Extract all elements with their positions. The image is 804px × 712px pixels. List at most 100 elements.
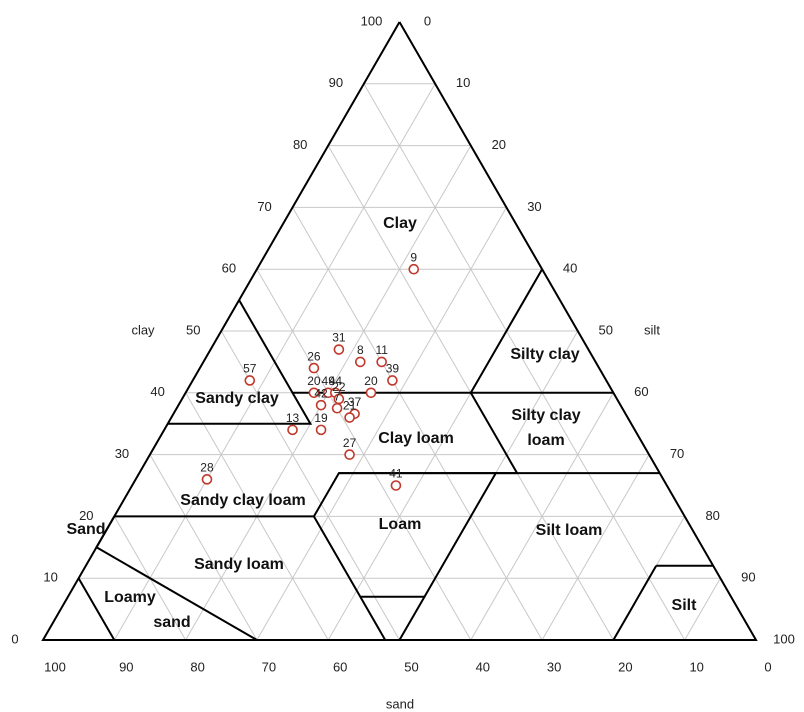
grid-line xyxy=(363,83,686,641)
clay-tick-label: 50 xyxy=(186,322,200,337)
region-label: sand xyxy=(153,614,190,631)
sand-tick-label: 40 xyxy=(476,659,490,674)
point-label: 39 xyxy=(386,362,400,376)
clay-tick-label: 90 xyxy=(329,75,343,90)
region-label: Clay loam xyxy=(378,430,454,447)
sand-tick-label: 70 xyxy=(262,659,276,674)
point-label: 31 xyxy=(332,331,346,345)
point-label: 13 xyxy=(286,411,300,425)
sample-point xyxy=(201,474,213,485)
point-label: 22 xyxy=(332,380,346,394)
clay-tick-label: 80 xyxy=(293,137,307,152)
region-label: Silt xyxy=(672,597,698,614)
point-label: 26 xyxy=(307,349,321,363)
clay-tick-label: 10 xyxy=(43,570,57,585)
sample-point xyxy=(331,402,343,414)
grid-line xyxy=(292,207,543,641)
class-boundary xyxy=(398,596,426,641)
clay-tick-label: 0 xyxy=(11,631,18,646)
silt-tick-label: 40 xyxy=(563,261,577,276)
sample-point xyxy=(287,424,298,436)
sample-point xyxy=(244,375,256,386)
region-label: Silt loam xyxy=(536,522,603,539)
class-boundary xyxy=(95,515,258,641)
region-label: loam xyxy=(527,432,564,449)
point-label: 8 xyxy=(357,343,364,357)
sample-point xyxy=(344,412,355,423)
clay-tick-label: 40 xyxy=(150,384,164,399)
silt-tick-label: 70 xyxy=(670,446,684,461)
region-label: Loamy xyxy=(104,589,156,606)
clay-tick-label: 30 xyxy=(115,446,129,461)
sample-point xyxy=(308,387,320,399)
point-label: 20 xyxy=(307,374,321,388)
sand-tick-label: 50 xyxy=(404,659,418,674)
region-label: Sandy loam xyxy=(194,556,284,573)
point-label: 7 xyxy=(334,389,341,403)
sand-tick-label: 80 xyxy=(190,659,204,674)
region-label: Loam xyxy=(379,516,422,533)
sand-tick-label: 10 xyxy=(689,659,703,674)
region-label: Sandy clay loam xyxy=(180,492,305,509)
silt-tick-label: 100 xyxy=(773,631,795,646)
region-label: Sand xyxy=(66,521,105,538)
silt-tick-label: 20 xyxy=(492,137,506,152)
region-label: Silty clay xyxy=(511,407,580,424)
grid-line xyxy=(149,454,258,641)
clay-tick-label: 60 xyxy=(222,261,236,276)
silt-tick-label: 90 xyxy=(741,570,755,585)
point-label: 49 xyxy=(322,374,336,388)
region-label: Silty clay xyxy=(510,346,579,363)
sample-point xyxy=(308,362,320,374)
clay-tick-label: 20 xyxy=(79,508,93,523)
class-boundary xyxy=(359,596,387,641)
class-boundary xyxy=(238,268,543,394)
sample-point xyxy=(387,375,398,386)
sand-tick-label: 0 xyxy=(764,659,771,674)
sample-point xyxy=(408,263,420,275)
point-label: 37 xyxy=(348,395,362,409)
sample-point xyxy=(333,344,345,355)
silt-tick-label: 0 xyxy=(424,13,431,28)
silt-tick-label: 80 xyxy=(705,508,719,523)
grid xyxy=(78,83,721,641)
sample-point xyxy=(390,480,402,491)
point-label: 44 xyxy=(329,374,343,388)
silt-tick-label: 50 xyxy=(599,322,613,337)
sample-point xyxy=(315,399,327,411)
point-label: 21 xyxy=(343,399,357,413)
class-boundary xyxy=(77,577,116,641)
sand-tick-label: 90 xyxy=(119,659,133,674)
point-label: 41 xyxy=(389,467,403,481)
point-label: 27 xyxy=(343,436,357,450)
sand-tick-label: 20 xyxy=(618,659,632,674)
grid-line xyxy=(541,454,650,641)
sample-point xyxy=(376,356,387,368)
sample-point xyxy=(365,387,377,399)
point-label: 57 xyxy=(243,362,257,376)
sand-tick-label: 60 xyxy=(333,659,347,674)
silt-tick-label: 10 xyxy=(456,75,470,90)
region-label: Sandy clay xyxy=(195,390,279,407)
class-boundary xyxy=(612,565,658,641)
silt-tick-label: 30 xyxy=(527,199,541,214)
point-label: 42 xyxy=(314,386,328,400)
silt-axis-label: silt xyxy=(644,322,660,337)
sand-tick-label: 30 xyxy=(547,659,561,674)
clay-tick-label: 100 xyxy=(361,13,383,28)
point-label: 9 xyxy=(410,250,417,264)
silt-tick-label: 60 xyxy=(634,384,648,399)
region-label: Clay xyxy=(383,215,417,232)
sand-tick-label: 100 xyxy=(44,659,66,674)
sample-point xyxy=(315,424,327,436)
sand-axis-label: sand xyxy=(386,696,414,711)
sample-point xyxy=(354,356,366,368)
class-boundary xyxy=(167,392,313,425)
sample-point xyxy=(344,449,355,460)
point-label: 28 xyxy=(200,460,214,474)
clay-tick-label: 70 xyxy=(257,199,271,214)
clay-axis-label: clay xyxy=(131,322,155,337)
point-label: 19 xyxy=(314,411,328,425)
point-label: 11 xyxy=(375,343,388,357)
